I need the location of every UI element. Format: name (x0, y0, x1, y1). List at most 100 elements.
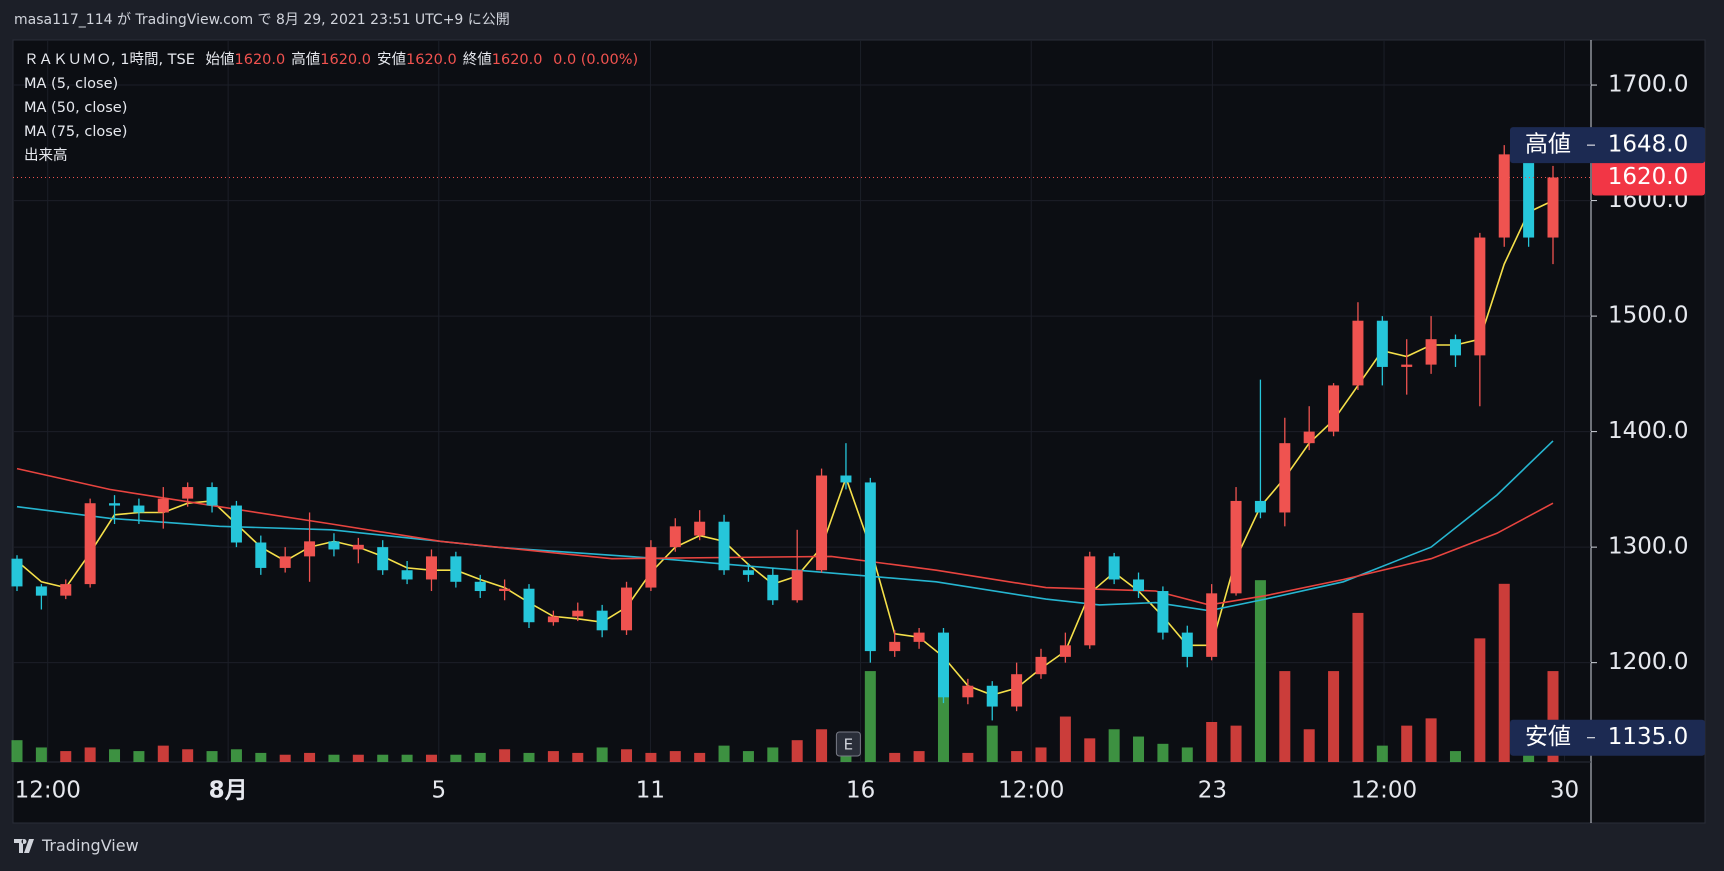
last-price-label: 1620.0 (1608, 164, 1688, 190)
candle-body (669, 526, 681, 548)
volume-bar (1352, 612, 1364, 762)
candle-body (255, 542, 267, 568)
candle-body (35, 586, 47, 596)
candle-body (1157, 591, 1169, 633)
candle-body (742, 570, 754, 575)
volume-bar (1059, 716, 1071, 762)
candle-body (962, 685, 974, 698)
volume-bar (352, 754, 364, 762)
candle-body (889, 641, 901, 652)
x-tick-label: 12:00 (1351, 778, 1417, 804)
candle-body (1328, 385, 1340, 432)
ohlc-value: 1620.0 (320, 52, 371, 68)
y-tick-label: 1400.0 (1608, 418, 1688, 444)
candle-body (937, 632, 949, 698)
ohlc-label: 始値 (205, 52, 235, 68)
last-price-box (1592, 159, 1705, 196)
candle-body (596, 610, 608, 631)
legend-entry: MA (75, close) (24, 124, 128, 140)
publish-note: masa117_114 が TradingView.com で 8月 29, 2… (14, 12, 510, 28)
event-label: E (844, 736, 853, 754)
volume-bar (182, 749, 194, 762)
x-tick-label: 11 (636, 778, 665, 804)
volume-bar (1328, 671, 1340, 762)
candle-body (1303, 431, 1315, 444)
volume-bar (986, 725, 998, 762)
candle-body (133, 505, 145, 513)
logo (14, 838, 34, 853)
ohlc-label: 安値 (377, 52, 406, 68)
ma-line (16, 199, 1554, 696)
x-tick-label: 5 (431, 778, 446, 804)
candle-body (1449, 339, 1461, 356)
volume-bar (450, 754, 462, 762)
candle-body (621, 587, 633, 631)
volume-bar (230, 749, 242, 762)
volume-bar (255, 752, 267, 762)
price-marker-value: 1648.0 (1608, 132, 1688, 158)
volume-bar (596, 747, 608, 762)
ma-line (16, 440, 1554, 612)
volume-bar (1303, 729, 1315, 762)
candle-body (377, 547, 389, 571)
candle-body (401, 570, 413, 580)
volume-bar (1133, 736, 1145, 762)
candle-body (450, 556, 462, 582)
y-tick-label: 1200.0 (1608, 649, 1688, 675)
candle-body (279, 556, 291, 568)
volume-bar (1449, 751, 1461, 762)
volume-bar (742, 751, 754, 762)
y-tick-label: 1700.0 (1608, 72, 1688, 98)
volume-bar (1401, 725, 1413, 762)
legend-entry: 出来高 (24, 148, 68, 164)
candle-body (425, 556, 437, 580)
volume-bar (1011, 751, 1023, 762)
candle-body (499, 588, 511, 592)
volume-bar (962, 752, 974, 762)
volume-bar (523, 752, 535, 762)
candle-body (84, 503, 96, 585)
candle-body (840, 475, 852, 483)
volume-bar (913, 751, 925, 762)
ohlc: 始値1620.0 高値1620.0 安値1620.0 終値1620.0 (200, 52, 543, 68)
ohlc-value: 1620.0 (491, 52, 543, 68)
volume-bar (572, 752, 584, 762)
volume-bar (206, 751, 218, 762)
legend-entry: MA (5, close) (24, 76, 119, 92)
price-marker-label: 安値 (1525, 724, 1571, 750)
volume-bar (547, 751, 559, 762)
candle-body (109, 503, 121, 506)
candle-body (1230, 500, 1242, 594)
volume-bar (35, 747, 47, 762)
volume-bar (474, 752, 486, 762)
price-marker-label: 高値 (1525, 132, 1571, 158)
candle-body (1011, 674, 1023, 707)
volume-bar (377, 754, 389, 762)
candle-body (182, 487, 194, 499)
ohlc-label: 終値 (462, 52, 492, 68)
candle-body (1084, 556, 1096, 646)
candle-body (230, 505, 242, 543)
x-tick-label: 16 (846, 778, 875, 804)
candle-body (1181, 632, 1193, 657)
candle-body (1059, 645, 1071, 657)
candle-body (523, 588, 535, 623)
volume-bar (864, 671, 876, 762)
footer: TradingView (14, 836, 139, 855)
candle-body (304, 541, 316, 557)
candle-body (1401, 364, 1413, 367)
candle-body (1474, 237, 1486, 356)
volume-bar (133, 751, 145, 762)
legend-entry: MA (50, close) (24, 100, 128, 116)
volume-bar (669, 751, 681, 762)
candle-body (206, 487, 218, 506)
volume-bar (84, 747, 96, 762)
volume-bar (1181, 747, 1193, 762)
price-marker-value: 1135.0 (1608, 724, 1688, 750)
x-tick-label: 30 (1550, 778, 1579, 804)
volume-bar (816, 729, 828, 762)
candle-body (328, 541, 340, 550)
change: 0.0 (0.00%) (553, 52, 639, 68)
